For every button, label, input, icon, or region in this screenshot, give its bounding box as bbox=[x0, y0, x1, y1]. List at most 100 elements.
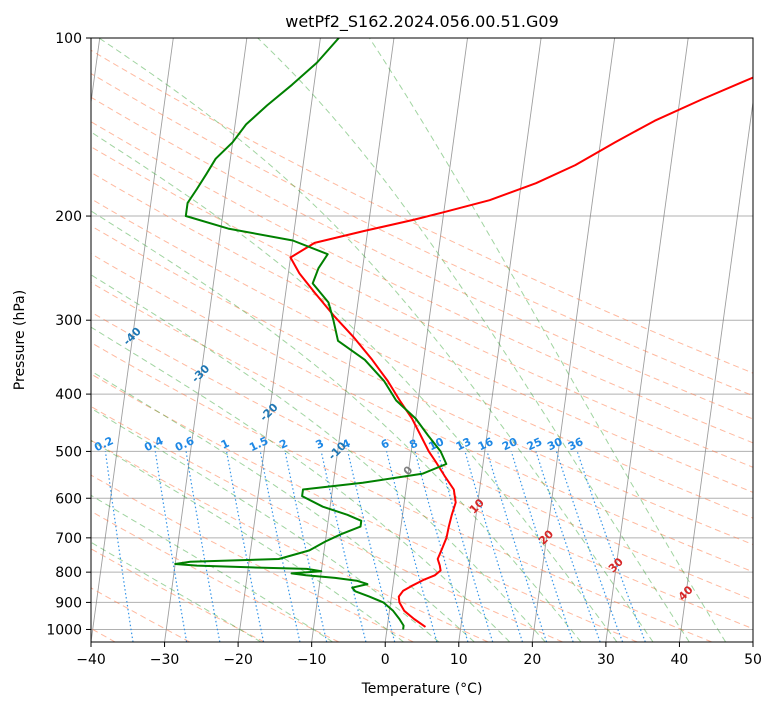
mixing-ratio-label: 6 bbox=[379, 437, 392, 452]
mixing-ratio-line bbox=[226, 451, 265, 642]
x-tick-label: 50 bbox=[744, 652, 762, 668]
mixing-ratio-label: 25 bbox=[525, 435, 544, 453]
mixing-ratio-line bbox=[555, 451, 624, 642]
dry-adiabat-line bbox=[91, 439, 489, 642]
isotherm-line bbox=[164, 38, 248, 642]
dry-adiabat-line bbox=[91, 405, 563, 642]
y-tick-label: 300 bbox=[55, 313, 82, 329]
isotherm-line bbox=[531, 38, 616, 642]
moist-adiabat-line bbox=[91, 541, 262, 642]
x-tick-label: 10 bbox=[450, 652, 468, 668]
x-tick-label: 30 bbox=[597, 652, 615, 668]
x-tick-label: 0 bbox=[381, 652, 390, 668]
y-tick-label: 100 bbox=[55, 31, 82, 47]
y-axis-title: Pressure (hPa) bbox=[12, 290, 28, 390]
moist-adiabat-line bbox=[91, 210, 582, 642]
mixing-ratio-line bbox=[576, 451, 646, 642]
dry-adiabats bbox=[91, 49, 753, 642]
moist-adiabat-line bbox=[91, 326, 511, 642]
pressure-gridlines bbox=[91, 38, 753, 630]
mixing-ratio-line bbox=[386, 451, 438, 642]
dry-adiabat-label: -60 bbox=[0, 240, 9, 263]
mixing-ratio-labels: 0.1 0.2 0.4 0.6 1 1.5 2 3 4 6 8 10 13 16 20 25 30 36 bbox=[92, 434, 586, 454]
moist-adiabat-line bbox=[91, 407, 440, 642]
dry-adiabat-line bbox=[91, 510, 340, 642]
dry-adiabat-line bbox=[91, 121, 753, 444]
isotherm-line bbox=[678, 98, 753, 642]
dry-adiabat-line bbox=[91, 72, 753, 397]
moist-adiabat-line bbox=[91, 440, 404, 642]
dry-adiabat-line bbox=[91, 171, 753, 493]
isotherm-line bbox=[384, 38, 468, 642]
y-tick-label: 400 bbox=[55, 387, 82, 403]
isotherm-line bbox=[605, 38, 689, 642]
mixing-ratio-line bbox=[347, 451, 396, 642]
moist-adiabats bbox=[91, 38, 727, 642]
dry-adiabat-line bbox=[91, 281, 753, 601]
x-axis-ticks: −40 −30 −20 −10 0 10 20 30 40 50 bbox=[76, 642, 762, 668]
dry-adiabat-line bbox=[91, 342, 712, 642]
isotherm-line bbox=[91, 38, 101, 106]
mixing-ratio-label: 20 bbox=[500, 435, 520, 453]
y-tick-label: 500 bbox=[55, 444, 82, 460]
sounding-profiles bbox=[174, 38, 753, 630]
isotherm-line bbox=[752, 638, 753, 642]
x-tick-label: 40 bbox=[671, 652, 689, 668]
mixing-ratio-label: 30 bbox=[545, 435, 565, 453]
dry-adiabat-line bbox=[91, 146, 753, 468]
x-tick-label: −20 bbox=[223, 652, 253, 668]
dry-adiabat-line bbox=[91, 587, 190, 642]
y-tick-label: 700 bbox=[55, 531, 82, 547]
mixing-ratio-lines bbox=[104, 451, 646, 642]
y-tick-label: 900 bbox=[55, 595, 82, 611]
moist-adiabat-label: 10 bbox=[467, 496, 487, 516]
dry-adiabat-labels: -100-90-80-70-60-50-40-30-20-10 bbox=[0, 240, 350, 463]
dry-adiabat-label: -20 bbox=[257, 400, 280, 423]
x-tick-label: −30 bbox=[150, 652, 180, 668]
x-tick-label: −40 bbox=[76, 652, 106, 668]
mixing-ratio-line bbox=[320, 451, 367, 642]
y-tick-label: 800 bbox=[55, 565, 82, 581]
x-tick-label: −10 bbox=[297, 652, 327, 668]
y-tick-label: 1000 bbox=[46, 622, 82, 638]
y-axis-ticks: 100 200 300 400 500 600 700 800 900 1000 bbox=[46, 31, 91, 638]
dry-adiabat-line bbox=[91, 253, 753, 573]
mixing-ratio-line bbox=[259, 451, 301, 642]
dry-adiabat-line bbox=[91, 311, 753, 630]
dry-adiabat-line bbox=[91, 96, 753, 420]
x-axis-title: Temperature (°C) bbox=[361, 681, 483, 697]
plot-frame bbox=[90, 37, 754, 643]
dewpoint-profile-line bbox=[174, 38, 448, 630]
mixing-ratio-line bbox=[185, 451, 221, 642]
dry-adiabat-label: -50 bbox=[53, 281, 76, 304]
mixing-ratio-label: 13 bbox=[454, 435, 473, 453]
dry-adiabat-line bbox=[91, 373, 638, 642]
mixing-ratio-line bbox=[414, 451, 469, 642]
moist-adiabat-line bbox=[91, 274, 546, 642]
temperature-profile-line bbox=[289, 76, 753, 628]
chart-title: wetPf2_S162.2024.056.00.51.G09 bbox=[285, 12, 559, 32]
mixing-ratio-line bbox=[284, 451, 328, 642]
dry-adiabat-label: -30 bbox=[189, 362, 212, 385]
moist-adiabat-label: 40 bbox=[676, 583, 696, 603]
dry-adiabat-line bbox=[91, 225, 753, 546]
y-tick-label: 600 bbox=[55, 491, 82, 507]
mixing-ratio-line bbox=[535, 451, 601, 642]
mixing-ratio-label: 36 bbox=[566, 435, 586, 453]
isotherm-line bbox=[237, 38, 321, 642]
isotherm-line bbox=[458, 38, 542, 642]
mixing-ratio-line bbox=[437, 451, 494, 642]
mixing-ratio-line bbox=[464, 451, 524, 642]
isotherm-line bbox=[91, 38, 174, 642]
mixing-ratio-label: 1 bbox=[219, 437, 231, 452]
moist-adiabat-line bbox=[257, 38, 690, 642]
mixing-ratio-label: 3 bbox=[314, 437, 326, 452]
skewed-isotherms bbox=[91, 38, 753, 642]
y-tick-label: 200 bbox=[55, 209, 82, 225]
mixing-ratio-line bbox=[486, 451, 548, 642]
mixing-ratio-label: 16 bbox=[476, 435, 496, 453]
moist-adiabat-line bbox=[91, 370, 475, 642]
moist-adiabat-line bbox=[98, 38, 654, 642]
dry-adiabat-label: -40 bbox=[121, 325, 144, 348]
